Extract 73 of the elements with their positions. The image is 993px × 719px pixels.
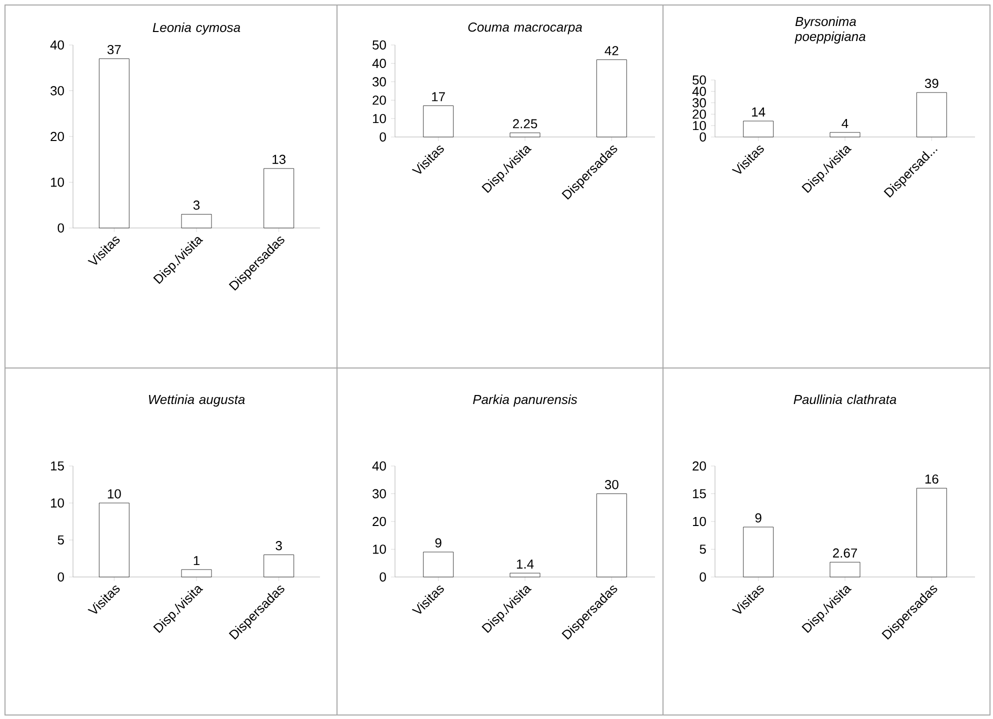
data-label: 2.25 <box>513 119 538 128</box>
y-tick-label: 20 <box>692 461 706 471</box>
bar <box>264 168 294 228</box>
data-label: 2.67 <box>833 548 857 558</box>
bar <box>423 106 454 138</box>
data-label: 37 <box>107 44 121 54</box>
y-tick-label: 40 <box>692 86 706 96</box>
bar <box>830 132 860 138</box>
y-tick-label: 20 <box>692 110 706 119</box>
y-tick-label: 30 <box>50 86 64 96</box>
y-tick-label: 10 <box>693 120 706 130</box>
data-label: 1.4 <box>516 560 534 569</box>
data-label: 3 <box>193 200 200 210</box>
bar <box>98 58 130 228</box>
data-label: 13 <box>272 154 286 164</box>
data-label: 4 <box>842 118 848 128</box>
y-tick-label: 50 <box>372 40 386 50</box>
data-label: 39 <box>924 78 938 88</box>
bar <box>743 120 774 138</box>
y-tick-label: 0 <box>58 223 64 233</box>
data-label: 10 <box>108 489 121 498</box>
bar <box>98 502 130 578</box>
y-tick-label: 0 <box>700 132 706 142</box>
y-tick-label: 5 <box>58 535 64 545</box>
data-label: 16 <box>925 474 938 484</box>
y-tick-label: 40 <box>50 40 64 50</box>
y-tick-label: 10 <box>51 498 64 508</box>
chart-title: Paullinia clathrata <box>794 394 896 404</box>
data-label: 42 <box>604 46 618 56</box>
y-tick-label: 0 <box>380 132 386 142</box>
bar <box>596 494 627 578</box>
y-tick-label: 0 <box>380 572 386 582</box>
bar <box>596 60 627 138</box>
bar <box>830 562 860 578</box>
y-tick-label: 0 <box>700 572 706 582</box>
bar <box>181 569 212 578</box>
data-label: 14 <box>752 108 766 116</box>
bar <box>510 572 540 578</box>
y-tick-label: 15 <box>693 489 706 498</box>
y-tick-label: 40 <box>372 58 386 68</box>
y-tick-label: 10 <box>693 516 706 526</box>
data-label: 9 <box>755 513 762 522</box>
data-label: 1 <box>194 556 200 566</box>
bar <box>264 554 294 578</box>
chart-title: Byrsonima poeppigiana <box>794 16 866 44</box>
y-tick-label: 30 <box>692 98 706 108</box>
bar <box>916 488 947 578</box>
chart-title: Parkia panurensis <box>473 394 578 407</box>
bar <box>743 526 774 578</box>
bar <box>916 92 947 138</box>
y-tick-label: 30 <box>372 77 386 86</box>
y-tick-label: 10 <box>373 114 386 124</box>
data-label: 9 <box>435 538 442 548</box>
chart-title: Wettinia augusta <box>148 394 245 407</box>
y-tick-label: 40 <box>372 461 386 471</box>
y-tick-label: 20 <box>372 516 386 526</box>
y-tick-label: 5 <box>700 544 706 554</box>
data-label: 3 <box>276 541 282 550</box>
y-tick-label: 10 <box>51 178 64 187</box>
y-tick-label: 30 <box>372 489 386 498</box>
data-label: 17 <box>432 92 445 102</box>
chart-title: Couma macrocarpa <box>468 22 582 34</box>
y-tick-label: 0 <box>58 572 64 582</box>
y-tick-label: 20 <box>50 132 64 142</box>
y-tick-label: 10 <box>373 544 386 554</box>
chart-title: Leonia cymosa <box>152 22 240 35</box>
bar <box>423 552 454 578</box>
y-tick-label: 50 <box>692 75 706 85</box>
bar <box>510 132 540 138</box>
y-tick-label: 15 <box>51 461 64 471</box>
data-label: 30 <box>604 480 618 490</box>
y-tick-label: 20 <box>372 96 386 105</box>
bar <box>181 214 212 228</box>
